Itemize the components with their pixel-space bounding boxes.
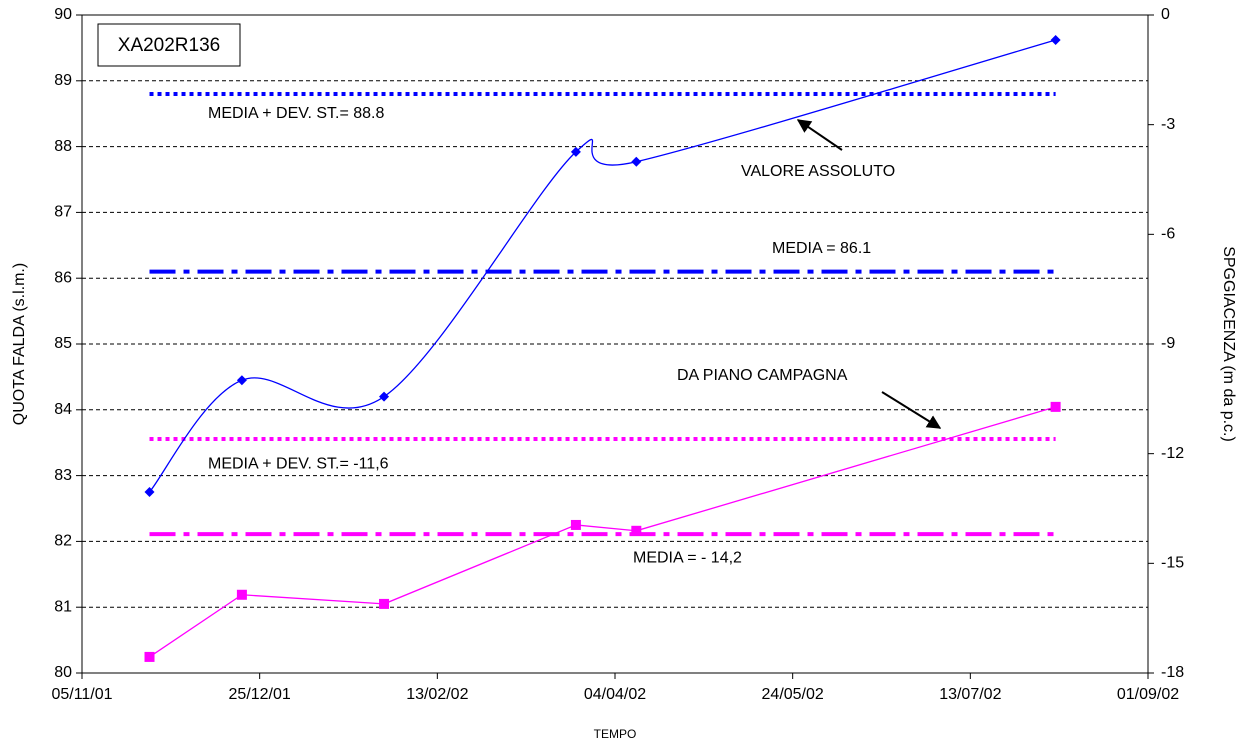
reference-label: MEDIA = 86.1: [772, 240, 871, 257]
y2-tick-label: -12: [1161, 445, 1184, 462]
x-tick-label: 01/09/02: [1117, 686, 1179, 703]
point: [631, 156, 642, 167]
y-tick-label: 89: [54, 72, 72, 89]
point: [570, 146, 581, 157]
reference-label: MEDIA + DEV. ST.= -11,6: [208, 455, 389, 472]
series-label: VALORE ASSOLUTO: [741, 163, 895, 180]
y2-tick-label: -3: [1161, 116, 1175, 133]
x-tick-label: 04/04/02: [584, 686, 646, 703]
x-tick-label: 24/05/02: [762, 686, 824, 703]
point: [236, 589, 247, 600]
reference-label: MEDIA = - 14,2: [633, 549, 742, 566]
point: [144, 487, 155, 498]
y-tick-label: 90: [54, 6, 72, 23]
point: [379, 598, 390, 609]
y-tick-label: 80: [54, 664, 72, 681]
y2-axis-label: SPGGIACENZA (m da p.c.): [1220, 246, 1237, 442]
arrow: [881, 391, 942, 429]
plot-frame: [81, 14, 1149, 674]
series-line: [149, 406, 1056, 658]
point: [144, 651, 155, 662]
chart-title: XA202R136: [118, 35, 220, 56]
reference-label: MEDIA + DEV. ST.= 88.8: [208, 105, 384, 122]
y-tick-label: 83: [54, 467, 72, 484]
x-tick-label: 13/02/02: [406, 686, 468, 703]
y2-tick-label: -18: [1161, 664, 1184, 681]
y-axis-label: QUOTA FALDA (s.l.m.): [11, 263, 28, 425]
point: [236, 375, 247, 386]
x-axis-label: TEMPO: [594, 727, 637, 741]
arrow: [796, 119, 843, 151]
y-tick-label: 86: [54, 269, 72, 286]
y2-tick-label: 0: [1161, 6, 1170, 23]
x-tick-label: 05/11/01: [51, 686, 112, 703]
y-tick-label: 84: [54, 401, 72, 418]
point: [570, 519, 581, 530]
y-tick-label: 87: [54, 204, 72, 221]
point: [1050, 401, 1061, 412]
y2-tick-label: -6: [1161, 226, 1175, 243]
point: [631, 525, 642, 536]
y2-tick-label: -9: [1161, 335, 1175, 352]
y-tick-label: 82: [54, 533, 72, 550]
x-tick-label: 13/07/02: [939, 686, 1001, 703]
point: [1050, 35, 1061, 46]
title-box: [97, 23, 241, 67]
y-tick-label: 88: [54, 138, 72, 155]
series-label: DA PIANO CAMPAGNA: [677, 367, 848, 384]
y2-tick-label: -15: [1161, 555, 1184, 572]
y-tick-label: 85: [54, 335, 72, 352]
y-tick-label: 81: [54, 598, 72, 615]
point: [379, 391, 390, 402]
x-tick-label: 25/12/01: [229, 686, 291, 703]
